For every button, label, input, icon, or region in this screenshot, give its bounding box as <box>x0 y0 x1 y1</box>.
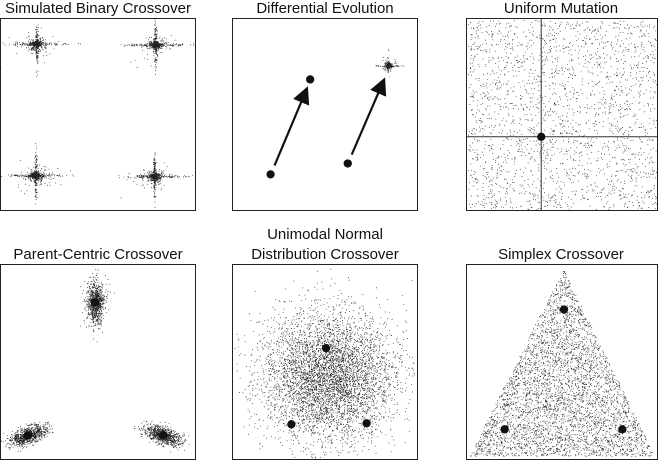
uniform-scatter <box>467 19 657 210</box>
plot-frame-sbx <box>0 18 196 211</box>
plot-frame-spx <box>466 264 658 460</box>
scatter-um <box>467 19 657 210</box>
scatter-spx <box>470 271 653 457</box>
point-a <box>266 170 275 179</box>
scatter-pcx <box>1 269 190 453</box>
panel-title-undx-line2: Distribution Crossover <box>251 246 399 263</box>
plot-frame-pcx <box>0 264 196 460</box>
cluster-4 <box>118 152 194 208</box>
panel-title-undx-line1: Unimodal Normal <box>267 226 383 243</box>
parent-1 <box>559 305 569 314</box>
scatter-sbx <box>1 19 195 208</box>
cluster-1 <box>1 24 81 77</box>
point-b <box>343 159 352 168</box>
parent-1 <box>321 343 331 353</box>
cluster-offspring <box>375 49 404 78</box>
normal-cloud <box>234 268 415 459</box>
parent-3 <box>159 431 168 440</box>
parent-1 <box>90 298 100 307</box>
panel-spx: Simplex Crossover <box>462 246 660 461</box>
scatter-undx <box>234 268 415 459</box>
parent-2 <box>287 420 296 429</box>
parent-3 <box>618 425 627 434</box>
panel-title-de: Differential Evolution <box>256 0 394 17</box>
panel-undx: Unimodal Normal Distribution Crossover <box>228 226 422 461</box>
plot-frame-undx <box>232 264 418 460</box>
panel-de: Differential Evolution <box>228 0 422 212</box>
arrow-2 <box>350 77 387 155</box>
panel-pcx: Parent-Centric Crossover <box>0 246 196 461</box>
panel-title-pcx: Parent-Centric Crossover <box>13 246 183 263</box>
point-c <box>306 75 315 84</box>
cluster-3 <box>1 143 75 205</box>
scatter-de <box>266 49 404 179</box>
parent-3 <box>362 419 371 428</box>
arrow-1 <box>273 86 310 166</box>
parent-2 <box>500 425 509 434</box>
panel-um: Uniform Mutation <box>462 0 660 212</box>
panel-title-sbx: Simulated Binary Crossover <box>5 0 191 17</box>
panel-title-um: Uniform Mutation <box>503 0 619 17</box>
parent-2 <box>23 431 32 440</box>
plot-frame-um <box>466 18 658 211</box>
plot-frame-de <box>232 18 418 211</box>
panel-sbx: Simulated Binary Crossover <box>0 0 196 212</box>
parent-point <box>537 132 546 141</box>
cluster-2 <box>120 19 195 75</box>
panel-title-spx: Simplex Crossover <box>498 246 624 263</box>
